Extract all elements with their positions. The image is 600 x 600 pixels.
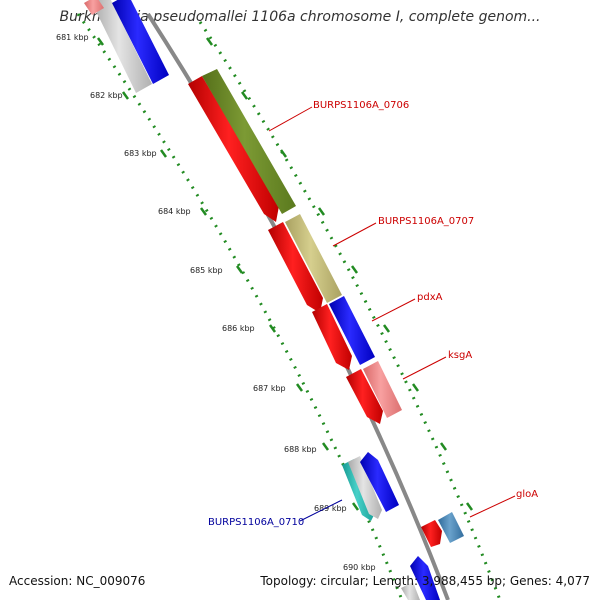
gene-feature-blue-pdxA[interactable] — [329, 296, 375, 365]
gene-label-gloA[interactable]: gloA — [516, 489, 538, 500]
gene-label-0706[interactable]: BURPS1106A_0706 — [313, 100, 409, 111]
tick-label-686: 686 kbp — [222, 324, 255, 333]
genome-summary-text: Topology: circular; Length: 3,988,455 bp… — [260, 574, 590, 588]
scale-ruler-left — [76, 13, 404, 600]
gene-labels: BURPS1106A_0706 BURPS1106A_0707 pdxA ksg… — [208, 100, 538, 528]
tick-label-683: 683 kbp — [124, 149, 157, 158]
gene-feature-pink[interactable] — [84, 0, 104, 15]
tick-label-684: 684 kbp — [158, 207, 191, 216]
tick-label-690: 690 kbp — [343, 563, 376, 572]
gene-feature-grey-0710[interactable] — [348, 456, 382, 519]
tick-label-682: 682 kbp — [90, 91, 123, 100]
tick-label-681: 681 kbp — [56, 33, 89, 42]
gene-feature-olive[interactable] — [202, 69, 296, 214]
scale-ruler-right — [198, 21, 502, 600]
cds-feature-0706[interactable] — [188, 76, 279, 222]
scale-ticks — [96, 37, 474, 511]
scale-tick-labels: 681 kbp 682 kbp 683 kbp 684 kbp 685 kbp … — [56, 33, 376, 572]
gene-feature-blue-0710[interactable] — [360, 452, 399, 512]
gene-feature-pink-ksgA[interactable] — [363, 361, 402, 418]
tick-label-689: 689 kbp — [314, 504, 347, 513]
gene-feature-grey[interactable] — [92, 0, 152, 93]
gene-track-top-left — [84, 0, 169, 93]
cds-track — [188, 76, 442, 547]
label-leaders — [268, 106, 516, 522]
gene-label-pdxA[interactable]: pdxA — [417, 292, 443, 303]
tick-label-687: 687 kbp — [253, 384, 286, 393]
gene-feature-grey-bottom[interactable] — [401, 582, 420, 600]
cds-feature-ksgA[interactable] — [346, 369, 383, 424]
gene-feature-blue-bottom[interactable] — [410, 556, 440, 600]
cds-feature-pdxA[interactable] — [312, 304, 352, 370]
cds-feature-gloA[interactable] — [421, 520, 442, 547]
gene-label-ksgA[interactable]: ksgA — [448, 350, 472, 361]
map-title: Burkholderia pseudomallei 1106a chromoso… — [59, 9, 541, 25]
gene-label-0710[interactable]: BURPS1106A_0710 — [208, 517, 304, 528]
gene-label-0707[interactable]: BURPS1106A_0707 — [378, 216, 474, 227]
gene-feature-blue[interactable] — [112, 0, 169, 84]
tick-label-688: 688 kbp — [284, 445, 317, 454]
gene-track-reverse — [342, 452, 440, 600]
accession-text: Accession: NC_009076 — [9, 574, 146, 588]
gene-feature-steel-gloA[interactable] — [438, 512, 464, 543]
gene-track-right — [202, 69, 464, 543]
tick-label-685: 685 kbp — [190, 266, 223, 275]
cds-feature-0707[interactable] — [268, 222, 323, 313]
gene-feature-khaki[interactable] — [285, 214, 342, 303]
